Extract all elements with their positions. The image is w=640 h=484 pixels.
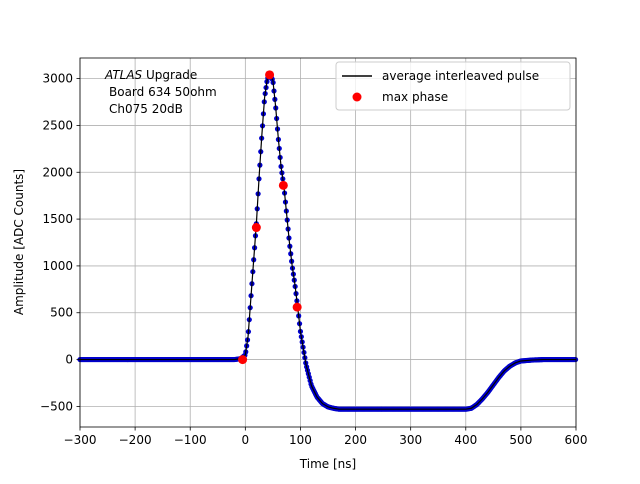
y-tick-label: 2000 (42, 165, 73, 179)
x-tick-label: −100 (174, 433, 207, 447)
plot-frame (79, 57, 577, 428)
legend-label-max-phase: max phase (382, 90, 448, 104)
x-tick-label: 600 (565, 433, 588, 447)
x-tick-label: 500 (509, 433, 532, 447)
annotation-line-3: Ch075 20dB (109, 102, 183, 116)
annotation-atlas: ATLAS (104, 68, 143, 82)
x-tick-label: 100 (289, 433, 312, 447)
max-phase-point (265, 70, 275, 80)
y-tick-label: −500 (40, 399, 73, 413)
annotation-line-2: Board 634 50ohm (109, 85, 217, 99)
max-phase-point (251, 223, 261, 233)
x-tick-label: −300 (64, 433, 97, 447)
y-tick-label: 3000 (42, 72, 73, 86)
x-tick-label: 200 (344, 433, 367, 447)
y-tick-label: 2500 (42, 118, 73, 132)
legend-box (335, 61, 571, 111)
y-tick-label: 0 (65, 353, 73, 367)
y-tick-label: 500 (50, 306, 73, 320)
x-tick-label: 400 (454, 433, 477, 447)
max-phase-point (292, 302, 302, 312)
legend-swatch-marker (352, 92, 362, 102)
x-tick-label: 0 (242, 433, 250, 447)
x-tick-label: 300 (399, 433, 422, 447)
annotation-line-1: ATLAS Upgrade (104, 68, 197, 82)
x-axis: −300 −200 −100 0 100 200 300 400 500 600 (64, 427, 588, 447)
data-series (77, 70, 579, 412)
max-phase-point (278, 180, 288, 190)
legend: average interleaved pulse max phase (335, 61, 571, 111)
max-phase-point (238, 355, 248, 365)
legend-label-pulse: average interleaved pulse (382, 69, 539, 83)
annotation-upgrade: Upgrade (142, 68, 197, 82)
x-axis-label: Time [ns] (299, 457, 356, 471)
x-tick-label: −200 (119, 433, 152, 447)
annotation: ATLAS Upgrade Board 634 50ohm Ch075 20dB (104, 68, 217, 116)
y-axis: −500 0 500 1000 1500 2000 2500 3000 (40, 72, 80, 413)
y-tick-label: 1000 (42, 259, 73, 273)
y-tick-label: 1500 (42, 212, 73, 226)
y-axis-label: Amplitude [ADC Counts] (12, 169, 26, 315)
